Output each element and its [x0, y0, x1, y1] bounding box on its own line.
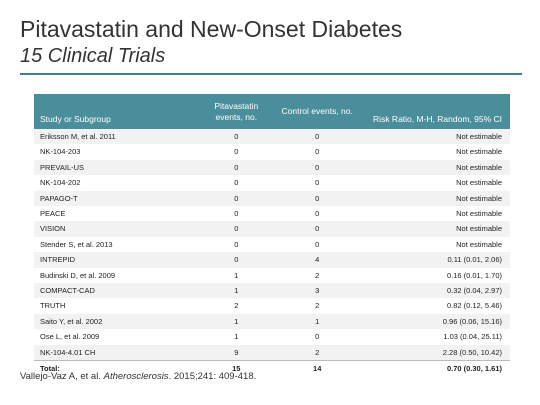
- table-row: NK-104-203 0 0 Not estimable: [34, 144, 510, 160]
- risk-ratio: Not estimable: [357, 129, 510, 145]
- risk-ratio: 0.16 (0.01, 1.70): [357, 267, 510, 284]
- total-label: Total:: [34, 360, 196, 377]
- pitavastatin-events: 0: [195, 206, 277, 222]
- study-name: NK-104-202: [34, 175, 196, 191]
- study-name: NK-104-203: [34, 144, 196, 160]
- header-control: Control events, no.: [276, 94, 358, 129]
- risk-ratio: 0.96 (0.06, 15.16): [357, 313, 510, 330]
- risk-ratio: Not estimable: [357, 190, 510, 207]
- table-row: Budinski D, et al. 2009 1 2 0.16 (0.01, 1.7…: [34, 267, 510, 284]
- study-name: NK-104-4.01 CH: [34, 344, 196, 361]
- study-name: INTREPID: [34, 252, 196, 268]
- total-pitavastatin-events: 15: [195, 360, 277, 377]
- pitavastatin-events: 1: [195, 313, 277, 330]
- pitavastatin-events: 0: [195, 159, 277, 176]
- header-row: Study or Subgroup Pitavastatin events, n…: [34, 94, 510, 129]
- trials-table: Study or Subgroup Pitavastatin events, n…: [34, 94, 510, 377]
- risk-ratio: 0.11 (0.01, 2.06): [357, 252, 510, 268]
- study-name: PREVAIL-US: [34, 159, 196, 176]
- control-events: 4: [276, 252, 358, 268]
- table-row: Eriksson M, et al. 2011 0 0 Not estimable: [34, 129, 510, 145]
- control-events: 0: [276, 206, 358, 222]
- citation-journal: Atherosclerosis: [103, 371, 169, 382]
- total-risk-ratio: 0.70 (0.30, 1.61): [357, 360, 510, 377]
- control-events: 3: [276, 283, 358, 299]
- control-events: 2: [276, 344, 358, 361]
- table-row: INTREPID 0 4 0.11 (0.01, 2.06): [34, 252, 510, 268]
- study-name: VISION: [34, 221, 196, 237]
- study-name: Saito Y, et al. 2002: [34, 313, 196, 330]
- table-row: Ose L, et al. 2009 1 0 1.03 (0.04, 25.11): [34, 329, 510, 345]
- total-control-events: 14: [276, 360, 358, 377]
- slide-subtitle: 15 Clinical Trials: [20, 45, 166, 67]
- study-name: PEACE: [34, 206, 196, 222]
- study-name: Eriksson M, et al. 2011: [34, 129, 196, 145]
- title-divider: [20, 73, 522, 75]
- pitavastatin-events: 0: [195, 221, 277, 237]
- control-events: 0: [276, 129, 358, 145]
- table-row: Stender S, et al. 2013 0 0 Not estimable: [34, 236, 510, 253]
- pitavastatin-events: 0: [195, 175, 277, 191]
- control-events: 0: [276, 236, 358, 253]
- risk-ratio: 0.82 (0.12, 5.46): [357, 298, 510, 314]
- table-row: NK-104-202 0 0 Not estimable: [34, 175, 510, 191]
- control-events: 2: [276, 298, 358, 314]
- table-header: Study or Subgroup Pitavastatin events, n…: [34, 94, 510, 129]
- pitavastatin-events: 1: [195, 329, 277, 345]
- control-events: 0: [276, 159, 358, 176]
- risk-ratio: Not estimable: [357, 221, 510, 237]
- pitavastatin-events: 0: [195, 144, 277, 160]
- total-row: Total: 15 14 0.70 (0.30, 1.61): [34, 360, 510, 377]
- control-events: 0: [276, 221, 358, 237]
- table-footer: Total: 15 14 0.70 (0.30, 1.61): [34, 360, 510, 377]
- risk-ratio: Not estimable: [357, 206, 510, 222]
- study-name: Stender S, et al. 2013: [34, 236, 196, 253]
- risk-ratio: 0.32 (0.04, 2.97): [357, 283, 510, 299]
- slide-title: Pitavastatin and New-Onset Diabetes: [20, 16, 403, 42]
- control-events: 0: [276, 329, 358, 345]
- control-events: 0: [276, 190, 358, 207]
- pitavastatin-events: 0: [195, 252, 277, 268]
- pitavastatin-events: 2: [195, 298, 277, 314]
- study-name: PAPAGO-T: [34, 190, 196, 207]
- pitavastatin-events: 1: [195, 267, 277, 284]
- control-events: 0: [276, 175, 358, 191]
- table-row: Saito Y, et al. 2002 1 1 0.96 (0.06, 15.16): [34, 313, 510, 330]
- pitavastatin-events: 9: [195, 344, 277, 361]
- table-row: COMPACT-CAD 1 3 0.32 (0.04, 2.97): [34, 283, 510, 299]
- pitavastatin-events: 0: [195, 129, 277, 145]
- header-pitavastatin: Pitavastatin events, no.: [195, 94, 277, 129]
- study-name: TRUTH: [34, 298, 196, 314]
- risk-ratio: 2.28 (0.50, 10.42): [357, 344, 510, 361]
- risk-ratio: Not estimable: [357, 236, 510, 253]
- citation: Vallejo-Vaz A, et al. Atherosclerosis. 2…: [20, 371, 256, 382]
- control-events: 0: [276, 144, 358, 160]
- study-name: COMPACT-CAD: [34, 283, 196, 299]
- control-events: 1: [276, 313, 358, 330]
- risk-ratio: Not estimable: [357, 159, 510, 176]
- study-name: Ose L, et al. 2009: [34, 329, 196, 345]
- header-study: Study or Subgroup: [34, 94, 196, 129]
- pitavastatin-events: 0: [195, 190, 277, 207]
- table-row: VISION 0 0 Not estimable: [34, 221, 510, 237]
- table-body: Eriksson M, et al. 2011 0 0 Not estimable N…: [34, 129, 510, 361]
- citation-authors: Vallejo-Vaz A, et al.: [20, 371, 101, 382]
- table-row: NK-104-4.01 CH 9 2 2.28 (0.50, 10.42): [34, 344, 510, 361]
- citation-details: . 2015;241: 409-418.: [168, 371, 257, 382]
- control-events: 2: [276, 267, 358, 284]
- pitavastatin-events: 0: [195, 236, 277, 253]
- study-name: Budinski D, et al. 2009: [34, 267, 196, 284]
- table-row: TRUTH 2 2 0.82 (0.12, 5.46): [34, 298, 510, 314]
- risk-ratio: 1.03 (0.04, 25.11): [357, 329, 510, 345]
- table-row: PREVAIL-US 0 0 Not estimable: [34, 159, 510, 176]
- table-row: PAPAGO-T 0 0 Not estimable: [34, 190, 510, 207]
- risk-ratio: Not estimable: [357, 175, 510, 191]
- pitavastatin-events: 1: [195, 283, 277, 299]
- table-row: PEACE 0 0 Not estimable: [34, 206, 510, 222]
- risk-ratio: Not estimable: [357, 144, 510, 160]
- header-risk-ratio: Risk Ratio, M-H, Random, 95% CI: [357, 94, 510, 129]
